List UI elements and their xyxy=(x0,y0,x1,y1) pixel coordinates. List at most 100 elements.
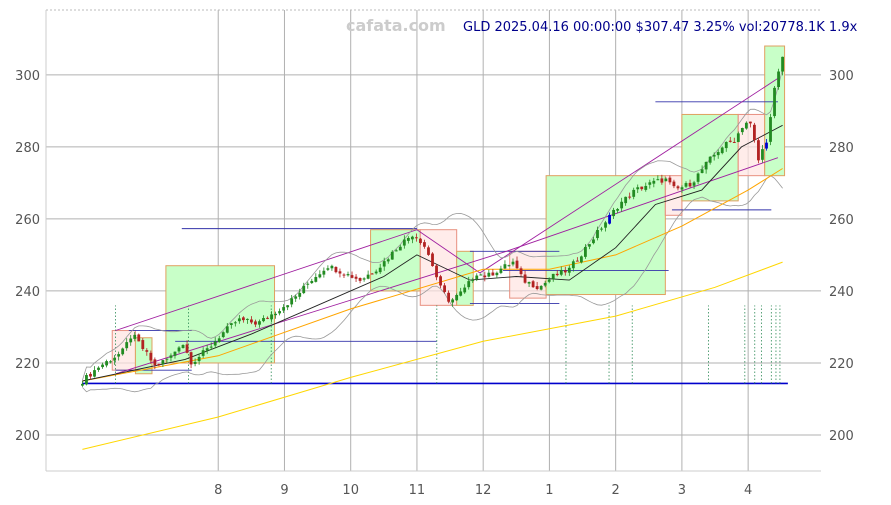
candle-body xyxy=(668,177,672,183)
candle-body xyxy=(246,318,249,320)
candle-body xyxy=(656,179,660,181)
candle-body xyxy=(209,346,213,348)
candle-body xyxy=(435,265,438,278)
candle-body xyxy=(604,222,607,228)
candle-body xyxy=(233,322,237,324)
candle-body xyxy=(358,278,362,281)
candle-body xyxy=(382,261,386,267)
candle-body xyxy=(322,270,326,275)
y-tick-label: 200 xyxy=(15,429,40,444)
y-tick-label: 280 xyxy=(15,141,40,156)
candle-body xyxy=(306,283,310,285)
candle-body xyxy=(636,187,640,190)
candle-body xyxy=(270,314,273,320)
candle-body xyxy=(757,140,760,161)
candle-body xyxy=(419,238,422,244)
candle-body xyxy=(294,296,298,299)
candle-body xyxy=(515,260,519,269)
candle-body xyxy=(644,185,648,190)
candle-body xyxy=(85,375,88,385)
x-tick-label: 3 xyxy=(678,483,686,498)
candle-body xyxy=(773,87,776,117)
candle-body xyxy=(748,121,752,124)
candle-body xyxy=(318,274,322,278)
candle-body xyxy=(475,275,479,280)
candle-body xyxy=(588,244,591,247)
candle-body xyxy=(439,276,442,286)
candle-body xyxy=(616,209,620,211)
candle-body xyxy=(744,122,748,129)
candle-body xyxy=(676,186,680,189)
candle-body xyxy=(491,272,495,276)
candle-body xyxy=(402,239,406,246)
candle-body xyxy=(157,363,161,366)
candle-body xyxy=(113,357,117,361)
candle-body xyxy=(326,268,330,270)
y-tick-label-right: 220 xyxy=(829,357,854,372)
candle-body xyxy=(193,361,197,364)
watermark: cafata.com xyxy=(346,16,446,35)
candle-body xyxy=(262,318,265,322)
candle-body xyxy=(712,154,716,157)
candle-body xyxy=(109,361,113,363)
candle-body xyxy=(539,285,543,290)
x-tick-label: 2 xyxy=(612,483,620,498)
candle-body xyxy=(431,253,434,267)
candle-body xyxy=(563,270,567,273)
candle-body xyxy=(559,269,563,275)
candle-body xyxy=(531,281,535,288)
candle-body xyxy=(612,209,615,217)
candle-body xyxy=(543,282,547,286)
candle-body xyxy=(620,201,624,209)
candle-body xyxy=(479,274,483,276)
candle-body xyxy=(696,173,700,182)
moving-averages xyxy=(82,124,783,450)
candle-body xyxy=(507,265,511,267)
candle-body xyxy=(579,256,583,263)
candle-body xyxy=(89,373,92,377)
candle-body xyxy=(684,183,688,187)
candle-body xyxy=(133,334,137,339)
y-tick-label: 300 xyxy=(15,69,40,84)
y-tick-label: 220 xyxy=(15,357,40,372)
candle-body xyxy=(575,260,579,262)
candle-body xyxy=(93,370,96,377)
candle-body xyxy=(362,278,366,280)
candle-body xyxy=(406,237,410,241)
candle-body xyxy=(137,334,141,342)
chart-header: GLD 2025.04.16 00:00:00 $307.47 3.25% vo… xyxy=(463,20,858,35)
candle-body xyxy=(290,298,294,305)
candle-body xyxy=(394,250,398,252)
x-tick-labels: 8 9 10 11 12 1 2 3 4 xyxy=(214,483,752,498)
candle-body xyxy=(535,286,539,289)
trend-line xyxy=(115,157,779,375)
y-tick-label-right: 280 xyxy=(829,141,854,156)
candle-body xyxy=(427,247,430,255)
candle-body xyxy=(378,267,382,273)
long-moving-average xyxy=(82,261,783,450)
down-range-box xyxy=(419,229,458,306)
candle-body xyxy=(177,347,181,352)
candle-body xyxy=(153,359,157,366)
candle-body xyxy=(765,142,768,149)
candle-body xyxy=(447,292,451,302)
candle-body xyxy=(781,56,784,72)
candle-body xyxy=(342,274,346,276)
x-tick-label: 1 xyxy=(545,483,553,498)
candle-body xyxy=(503,264,507,269)
candle-body xyxy=(81,383,84,386)
candle-body xyxy=(149,352,153,361)
candle-body xyxy=(185,344,189,353)
candle-body xyxy=(282,307,286,311)
candle-body xyxy=(390,251,394,260)
mid-moving-average xyxy=(82,168,783,382)
candle-body xyxy=(145,350,149,352)
candle-body xyxy=(640,186,644,190)
candle-body xyxy=(165,358,169,360)
y-tick-label-right: 240 xyxy=(829,285,854,300)
candle-body xyxy=(455,294,459,301)
plot-frame xyxy=(45,9,821,472)
candle-body xyxy=(672,181,676,187)
candle-body xyxy=(354,276,358,279)
candle-body xyxy=(197,356,201,362)
